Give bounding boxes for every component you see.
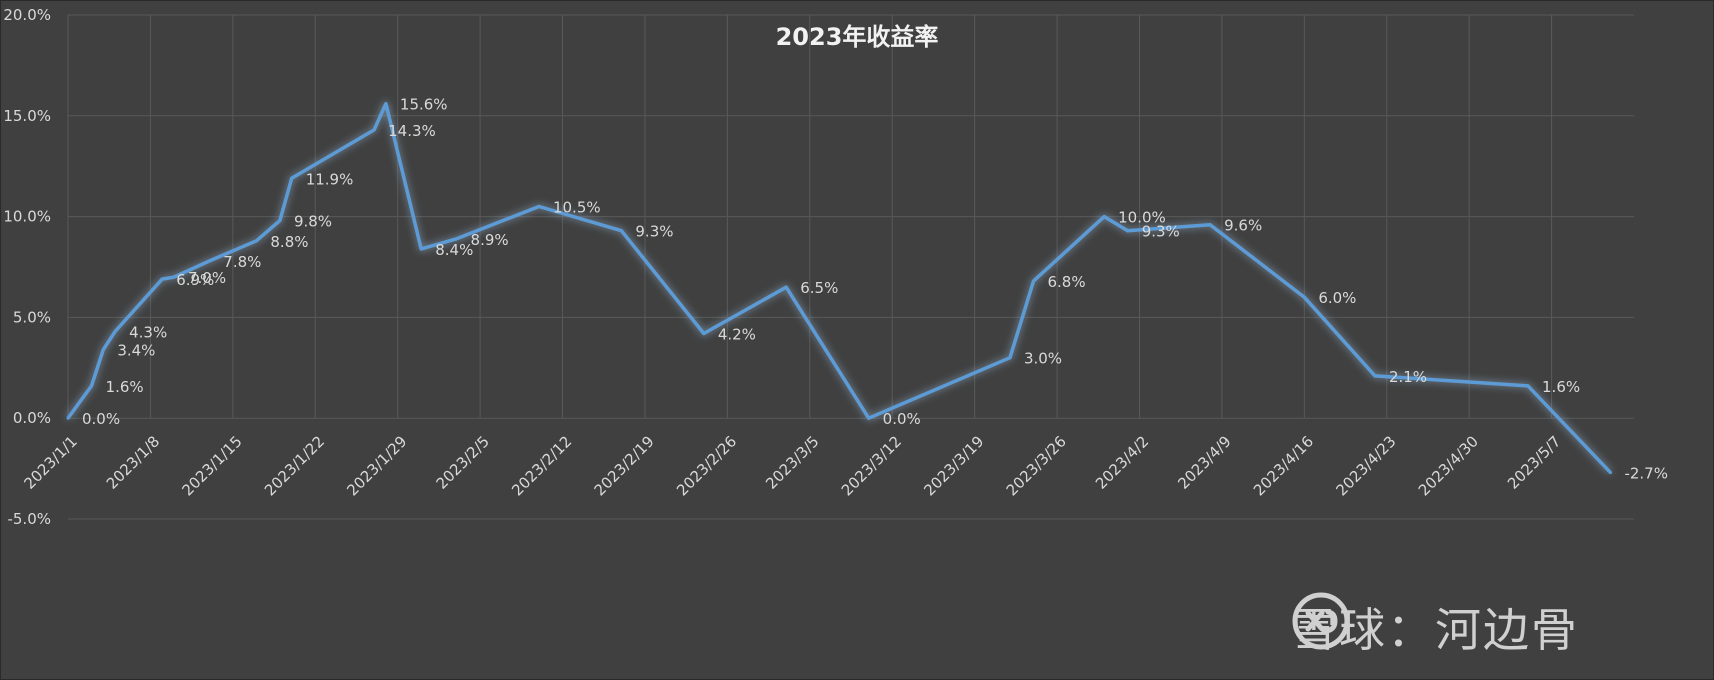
y-tick-label: 15.0%: [3, 107, 51, 125]
data-point: [1373, 374, 1377, 378]
data-label: 0.0%: [82, 410, 120, 428]
data-point: [1526, 384, 1530, 388]
y-tick-label: -5.0%: [7, 510, 51, 528]
data-point: [207, 259, 211, 263]
x-axis: 2023/1/1 2023/1/8 2023/1/15 2023/1/22 2023/1…: [20, 432, 1564, 499]
data-label: 11.9%: [306, 170, 354, 188]
x-tick-label: 2023/2/5: [433, 432, 493, 492]
data-label: 6.0%: [1318, 289, 1356, 307]
x-tick-label: 2023/3/26: [1003, 432, 1070, 499]
watermark-text: 雪球：河边骨: [1291, 603, 1579, 657]
data-point: [278, 219, 282, 223]
data-point: [66, 416, 70, 420]
x-tick-label: 2023/4/2: [1092, 432, 1152, 492]
data-label: 15.6%: [400, 96, 448, 114]
series-line-group: [66, 101, 1612, 475]
data-point: [784, 285, 788, 289]
x-tick-label: 2023/1/15: [179, 432, 246, 499]
x-tick-label: 2023/1/1: [20, 432, 80, 492]
data-point: [1032, 279, 1036, 283]
data-point: [160, 277, 164, 281]
y-tick-label: 0.0%: [13, 409, 51, 427]
data-label: 1.6%: [1542, 378, 1580, 396]
data-label: 7.0%: [188, 269, 226, 287]
data-label: 7.8%: [223, 253, 261, 271]
x-tick-label: 2023/4/16: [1250, 432, 1317, 499]
x-tick-label: 2023/1/29: [343, 432, 410, 499]
y-tick-label: 5.0%: [13, 308, 51, 326]
data-point: [384, 102, 388, 106]
data-label: 0.0%: [883, 410, 921, 428]
watermark: 雪球：河边骨: [1291, 591, 1579, 663]
data-point: [1608, 471, 1612, 475]
data-point: [254, 239, 258, 243]
data-point: [372, 128, 376, 132]
data-point: [113, 330, 117, 334]
chart-title: 2023年收益率: [776, 23, 939, 51]
x-tick-label: 2023/3/5: [762, 432, 822, 492]
data-label: 1.6%: [106, 378, 144, 396]
data-labels: 0.0% 1.6% 3.4%4.3% 6.9%7.0%7.8% 8.8% 9.8% 11.9…: [82, 96, 1668, 483]
data-label: 4.3%: [129, 324, 167, 342]
x-tick-label: 2023/4/23: [1332, 432, 1399, 499]
data-label: 3.4%: [117, 342, 155, 360]
y-axis: -5.0% 0.0% 5.0% 10.0% 15.0% 20.0%: [3, 6, 51, 528]
data-label: 9.3%: [635, 223, 673, 241]
data-point: [1208, 223, 1212, 227]
x-tick-label: 2023/1/8: [103, 432, 163, 492]
data-point: [90, 384, 94, 388]
data-point: [455, 237, 459, 241]
data-point: [1102, 215, 1106, 219]
y-tick-label: 10.0%: [3, 208, 51, 226]
data-point: [101, 348, 105, 352]
data-point: [537, 205, 541, 209]
data-point: [1008, 356, 1012, 360]
data-point: [290, 176, 294, 180]
xueqiu-logo-icon: [1292, 592, 1350, 650]
data-point: [702, 332, 706, 336]
data-point: [619, 229, 623, 233]
data-point: [1302, 295, 1306, 299]
data-point: [1126, 229, 1130, 233]
x-tick-label: 2023/4/9: [1174, 432, 1234, 492]
data-label: 9.6%: [1224, 217, 1262, 235]
data-label: 8.9%: [471, 231, 509, 249]
data-point: [172, 275, 176, 279]
data-label: 8.8%: [270, 233, 308, 251]
data-label: 10.0%: [1118, 209, 1166, 227]
data-label: 2.1%: [1389, 368, 1427, 386]
data-label: 4.2%: [718, 326, 756, 344]
data-label: 14.3%: [388, 122, 436, 140]
x-tick-label: 2023/3/12: [838, 432, 905, 499]
data-label: 10.5%: [553, 199, 601, 217]
data-label: 6.9%: [176, 271, 214, 289]
series-line: [66, 101, 1612, 474]
y-tick-label: 20.0%: [3, 6, 51, 24]
x-tick-label: 2023/3/19: [920, 432, 987, 499]
data-label: 9.3%: [1142, 223, 1180, 241]
x-tick-label: 2023/1/22: [261, 432, 328, 499]
data-point: [419, 247, 423, 251]
x-tick-label: 2023/4/30: [1415, 432, 1482, 499]
data-label: 9.8%: [294, 213, 332, 231]
grid-lines: [67, 14, 1634, 520]
data-label: 6.8%: [1048, 273, 1086, 291]
x-tick-label: 2023/2/12: [508, 432, 575, 499]
data-label: 6.5%: [800, 279, 838, 297]
data-label: -2.7%: [1624, 465, 1668, 483]
x-tick-label: 2023/5/7: [1504, 432, 1564, 492]
x-tick-label: 2023/2/19: [591, 432, 658, 499]
x-tick-label: 2023/2/26: [673, 432, 740, 499]
data-point: [867, 416, 871, 420]
data-label: 8.4%: [435, 241, 473, 259]
data-label: 3.0%: [1024, 350, 1062, 368]
